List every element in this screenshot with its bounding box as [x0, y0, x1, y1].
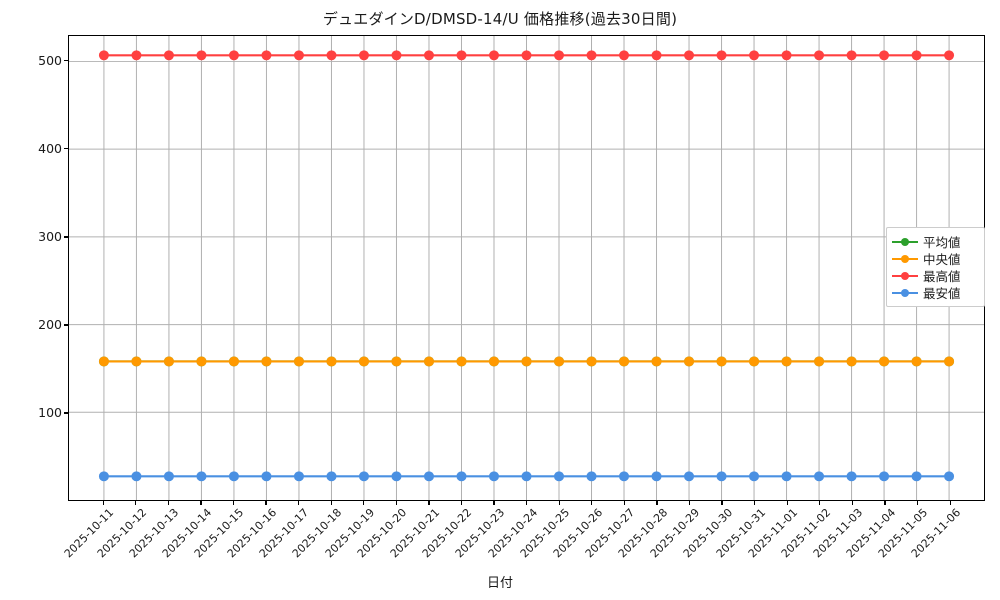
x-tick-mark — [460, 501, 463, 505]
legend-marker-icon — [892, 270, 918, 282]
legend-item-4[interactable]: 最安値 — [892, 284, 978, 301]
y-tick-mark — [64, 60, 68, 62]
x-tick-mark — [363, 501, 365, 505]
y-tick-mark — [64, 236, 68, 238]
legend-label: 最安値 — [923, 286, 961, 301]
x-tick-mark — [167, 501, 169, 505]
x-tick-mark — [721, 501, 723, 505]
legend-label: 最高値 — [923, 269, 961, 284]
x-tick-mark — [591, 501, 593, 505]
x-tick-mark — [688, 501, 691, 505]
grid-lines — [69, 36, 984, 500]
series-4 — [98, 471, 955, 482]
chart-title: デュエダインD/DMSD-14/U 価格推移(過去30日間) — [322, 10, 678, 28]
legend-label: 平均値 — [923, 235, 961, 250]
chart-legend: 平均値中央値最高値最安値 — [886, 227, 985, 307]
x-tick-mark — [493, 501, 495, 505]
legend-marker-icon — [892, 253, 918, 265]
x-tick-mark — [851, 501, 854, 505]
legend-marker-icon — [892, 287, 918, 299]
legend-label: 中央値 — [923, 252, 961, 267]
x-tick-mark — [656, 501, 658, 505]
x-tick-mark — [623, 501, 626, 505]
legend-item-1[interactable]: 平均値 — [892, 233, 978, 250]
x-tick-mark — [949, 501, 951, 505]
y-tick-label: 100 — [38, 404, 62, 420]
x-tick-mark — [526, 501, 528, 505]
x-tick-mark — [200, 501, 202, 505]
y-tick-mark — [64, 412, 68, 414]
x-tick-mark — [102, 501, 104, 505]
x-tick-mark — [428, 501, 430, 505]
plot-area — [68, 35, 985, 501]
x-tick-mark — [135, 501, 137, 505]
y-tick-label: 300 — [38, 228, 62, 244]
x-tick-mark — [232, 501, 235, 505]
x-axis-label: 日付 — [486, 576, 513, 591]
legend-item-3[interactable]: 最高値 — [892, 267, 978, 284]
x-tick-mark — [558, 501, 560, 505]
x-tick-mark — [916, 501, 919, 505]
y-tick-label: 200 — [38, 316, 62, 332]
y-tick-mark — [64, 324, 68, 326]
x-tick-mark — [330, 501, 332, 505]
x-tick-mark — [884, 501, 886, 505]
x-tick-mark — [819, 501, 821, 505]
x-tick-mark — [395, 501, 397, 505]
x-tick-mark — [786, 501, 788, 505]
plot-svg — [69, 36, 984, 500]
y-tick-label: 400 — [38, 140, 62, 156]
legend-marker-icon — [892, 236, 918, 248]
y-tick-mark — [64, 148, 68, 150]
x-tick-mark — [265, 501, 267, 505]
legend-item-2[interactable]: 中央値 — [892, 250, 978, 267]
series-2 — [98, 356, 955, 367]
x-tick-mark — [754, 501, 756, 505]
series-3 — [98, 50, 955, 61]
x-tick-mark — [297, 501, 300, 505]
y-tick-label: 500 — [38, 52, 62, 68]
